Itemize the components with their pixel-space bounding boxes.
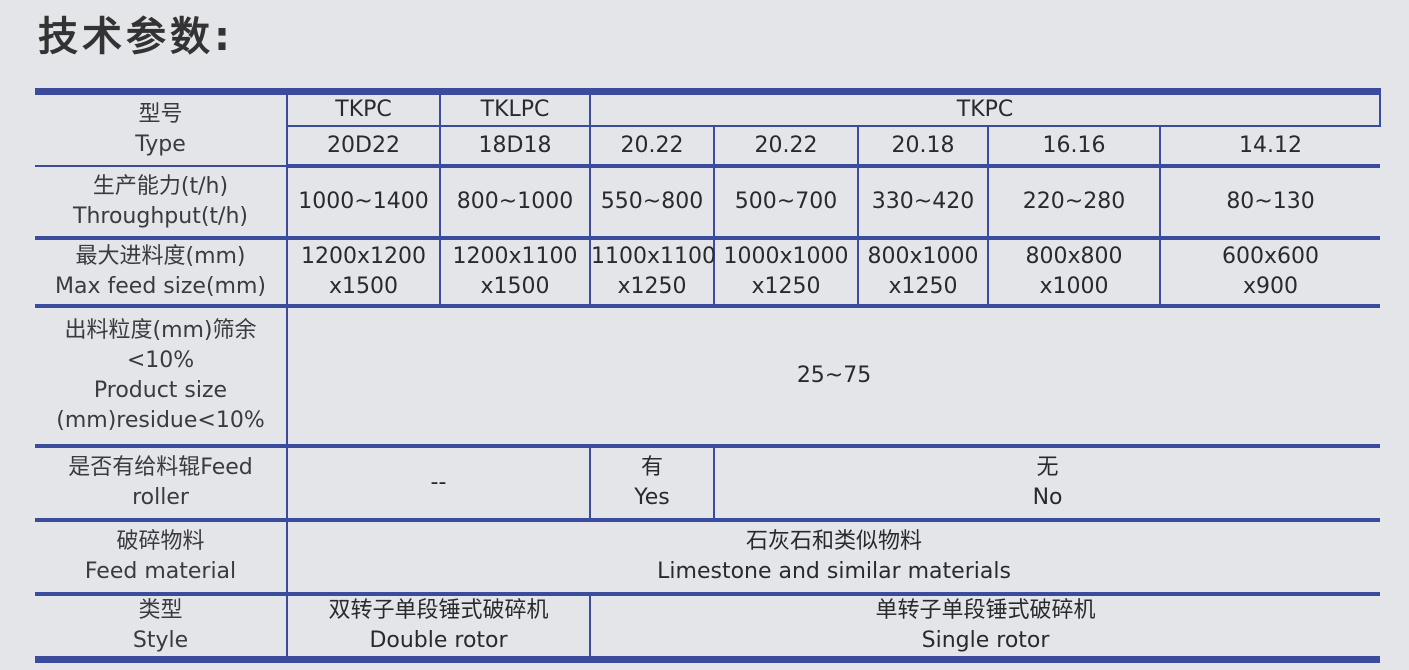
feed-roller-none: -- xyxy=(286,445,591,522)
series-cell: TKPC xyxy=(286,90,441,127)
throughput-cell: 550~800 xyxy=(589,165,715,240)
feed-roller-label: 是否有给料辊Feed roller xyxy=(35,445,288,522)
feed-roller-yes: 有 Yes xyxy=(589,445,715,522)
series-cell: TKPC xyxy=(588,90,1382,127)
product-size-value: 25~75 xyxy=(285,305,1381,448)
product-size-label: 出料粒度(mm)筛余 <10% Product size (mm)residue<10… xyxy=(35,305,288,448)
feed-roller-no: 无 No xyxy=(712,445,1381,522)
max-feed-label: 最大进料度(mm) Max feed size(mm) xyxy=(35,237,288,308)
throughput-cell: 330~420 xyxy=(857,165,989,240)
throughput-cell: 220~280 xyxy=(987,165,1161,240)
max-feed-cell: 1200x1100 x1500 xyxy=(439,237,591,308)
max-feed-cell: 800x1000 x1250 xyxy=(857,237,989,308)
model-cell: 18D18 xyxy=(439,125,591,168)
throughput-cell: 1000~1400 xyxy=(286,165,441,240)
max-feed-cell: 600x600 x900 xyxy=(1158,237,1381,308)
style-double: 双转子单段锤式破碎机 Double rotor xyxy=(286,593,591,661)
model-cell: 16.16 xyxy=(987,125,1161,168)
model-cell: 20.18 xyxy=(857,125,989,168)
max-feed-cell: 1000x1000 x1250 xyxy=(713,237,859,308)
spec-table: 型号 Type TKPC TKLPC TKPC 20D22 18D18 20.22… xyxy=(35,88,1382,663)
model-cell: 20.22 xyxy=(713,125,859,168)
model-cell: 20.22 xyxy=(589,125,715,168)
max-feed-cell: 1200x1200 x1500 xyxy=(286,237,441,308)
series-cell: TKLPC xyxy=(439,90,591,127)
max-feed-cell: 800x800 x1000 xyxy=(987,237,1161,308)
model-cell: 20D22 xyxy=(287,125,441,168)
type-label: 型号 Type xyxy=(35,90,288,167)
throughput-cell: 800~1000 xyxy=(439,165,591,240)
model-cell: 14.12 xyxy=(1158,125,1381,168)
max-feed-cell: 1100x1100 x1250 xyxy=(589,237,716,308)
feed-material-label: 破碎物料 Feed material xyxy=(35,519,288,596)
style-single: 单转子单段锤式破碎机 Single rotor xyxy=(588,593,1381,661)
throughput-cell: 80~130 xyxy=(1158,165,1381,240)
style-label: 类型 Style xyxy=(35,593,288,661)
feed-material-value: 石灰石和类似物料 Limestone and similar materials xyxy=(285,519,1381,596)
throughput-label: 生产能力(t/h) Throughput(t/h) xyxy=(35,165,288,240)
throughput-cell: 500~700 xyxy=(713,165,859,240)
page-title: 技术参数: xyxy=(38,14,234,60)
